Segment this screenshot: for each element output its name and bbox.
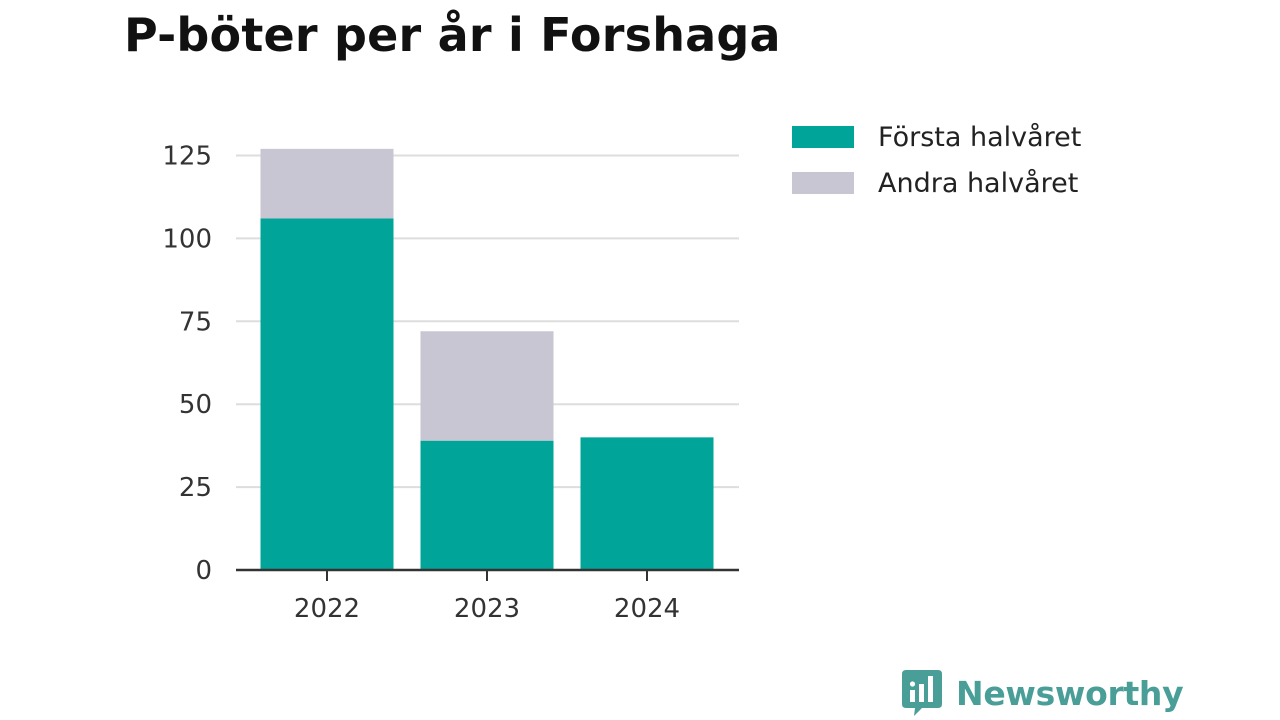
y-tick-label-100: 100	[162, 224, 212, 254]
y-tick-label-125: 125	[162, 142, 212, 172]
legend: Första halvåret Andra halvåret	[792, 114, 1081, 206]
tick-labels: 0 25 50 75 100 125 2022 2023 2024	[162, 142, 680, 625]
legend-label-second-half: Andra halvåret	[878, 167, 1079, 199]
bar-2024-series-0	[580, 437, 714, 570]
chart-title: P-böter per år i Forshaga	[124, 8, 781, 62]
bar-2022-series-1	[260, 148, 394, 219]
brand-name: Newsworthy	[956, 673, 1184, 713]
legend-item-first-half: Första halvåret	[792, 114, 1081, 160]
y-tick-label-75: 75	[179, 307, 212, 337]
bar-2023-series-0	[420, 440, 554, 570]
x-tick-label-2022: 2022	[294, 594, 360, 624]
bar-chart-bubble-icon	[902, 670, 942, 716]
y-tick-label-50: 50	[179, 390, 212, 420]
bars	[260, 148, 714, 570]
legend-swatch-second-half	[792, 172, 854, 194]
x-tick-label-2023: 2023	[454, 594, 520, 624]
brand-logo: Newsworthy	[902, 670, 1184, 716]
y-tick-label-25: 25	[179, 473, 212, 503]
legend-item-second-half: Andra halvåret	[792, 160, 1081, 206]
legend-swatch-first-half	[792, 126, 854, 148]
bar-2023-series-1	[420, 331, 554, 441]
bar-2022-series-0	[260, 218, 394, 570]
x-tick-label-2024: 2024	[614, 594, 680, 624]
legend-label-first-half: Första halvåret	[878, 121, 1082, 153]
axes	[236, 568, 739, 581]
y-tick-label-0: 0	[195, 556, 212, 586]
